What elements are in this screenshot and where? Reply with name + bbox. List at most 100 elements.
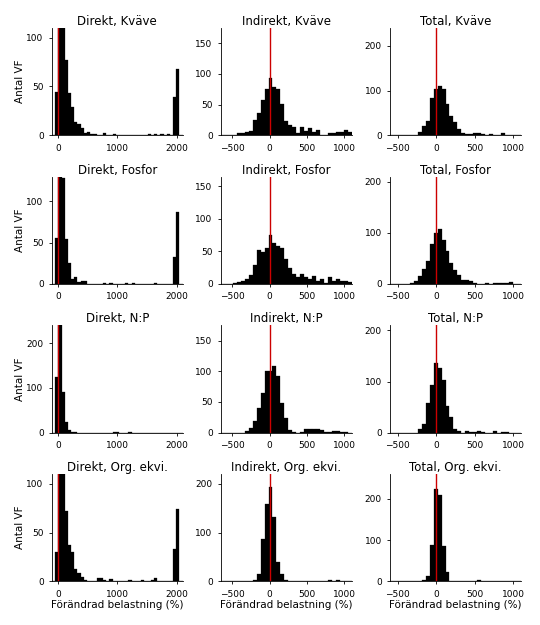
Title: Total, Kväve: Total, Kväve xyxy=(420,15,491,28)
Bar xyxy=(457,129,461,135)
Bar xyxy=(176,69,179,135)
Bar xyxy=(112,134,116,135)
Bar xyxy=(249,131,253,135)
Bar xyxy=(261,393,265,432)
Bar xyxy=(75,569,77,581)
Bar xyxy=(422,580,426,581)
Bar xyxy=(280,248,285,284)
Bar xyxy=(62,458,65,581)
Bar xyxy=(280,104,285,135)
Bar xyxy=(418,429,422,432)
Bar xyxy=(437,368,442,432)
Bar xyxy=(426,404,430,432)
Bar xyxy=(58,381,62,581)
Bar xyxy=(103,133,106,135)
Bar xyxy=(312,131,316,135)
Title: Direkt, Kväve: Direkt, Kväve xyxy=(77,15,157,28)
Bar xyxy=(141,580,144,581)
Bar xyxy=(473,133,477,135)
Bar xyxy=(237,282,241,284)
Bar xyxy=(481,134,485,135)
Bar xyxy=(256,112,261,135)
Bar xyxy=(446,572,449,581)
Title: Indirekt, Fosfor: Indirekt, Fosfor xyxy=(242,164,330,177)
Y-axis label: Antal VF: Antal VF xyxy=(15,209,25,252)
Bar xyxy=(154,134,157,135)
Bar xyxy=(446,406,449,432)
Bar xyxy=(312,276,316,284)
Bar xyxy=(249,428,253,432)
Title: Total, Org. ekvi.: Total, Org. ekvi. xyxy=(409,461,502,474)
Bar xyxy=(442,546,446,581)
Bar xyxy=(454,429,457,432)
Bar xyxy=(469,134,473,135)
Bar xyxy=(336,279,340,284)
Bar xyxy=(461,280,465,284)
Bar xyxy=(256,250,261,284)
Bar xyxy=(437,494,442,581)
Bar xyxy=(316,131,320,135)
Title: Direkt, Fosfor: Direkt, Fosfor xyxy=(78,164,157,177)
Bar xyxy=(233,282,237,284)
Bar xyxy=(84,281,87,284)
Bar xyxy=(80,128,84,135)
Bar xyxy=(324,283,328,284)
Bar xyxy=(256,408,261,432)
Bar xyxy=(316,281,320,284)
Bar xyxy=(268,371,273,432)
Bar xyxy=(336,580,340,581)
Y-axis label: Antal VF: Antal VF xyxy=(15,60,25,103)
Bar xyxy=(276,89,280,135)
Bar xyxy=(280,403,285,432)
Bar xyxy=(336,431,340,432)
Bar xyxy=(505,283,509,284)
Bar xyxy=(103,283,106,284)
Bar xyxy=(288,429,292,432)
Bar xyxy=(465,431,469,432)
Bar xyxy=(300,274,304,284)
Bar xyxy=(489,134,493,135)
Bar xyxy=(332,281,336,284)
Bar xyxy=(151,580,154,581)
Title: Direkt, Org. ekvi.: Direkt, Org. ekvi. xyxy=(67,461,168,474)
Bar xyxy=(422,126,426,135)
Bar xyxy=(312,429,316,432)
Bar xyxy=(477,132,481,135)
Bar xyxy=(285,121,288,135)
Bar xyxy=(454,122,457,135)
Bar xyxy=(84,580,87,581)
Bar xyxy=(348,282,352,284)
Bar xyxy=(426,261,430,284)
Bar xyxy=(237,132,241,135)
Bar xyxy=(75,278,77,284)
Bar xyxy=(437,229,442,284)
X-axis label: Förändrad belastning (%): Förändrad belastning (%) xyxy=(389,600,522,610)
Bar xyxy=(426,576,430,581)
Bar xyxy=(245,279,249,284)
Bar xyxy=(304,277,308,284)
Bar xyxy=(241,133,245,135)
Bar xyxy=(256,574,261,581)
Bar xyxy=(173,549,176,581)
Bar xyxy=(154,283,157,284)
Bar xyxy=(65,60,68,135)
Bar xyxy=(129,580,132,581)
Bar xyxy=(493,431,497,432)
Bar xyxy=(457,431,461,432)
Bar xyxy=(328,278,332,284)
Bar xyxy=(449,116,454,135)
Bar xyxy=(288,268,292,284)
Bar xyxy=(473,283,477,284)
Bar xyxy=(446,251,449,284)
Bar xyxy=(261,539,265,581)
Bar xyxy=(68,93,71,135)
Bar xyxy=(261,100,265,135)
Bar xyxy=(97,578,100,581)
Bar xyxy=(253,580,256,581)
Bar xyxy=(465,134,469,135)
Bar xyxy=(173,257,176,284)
Bar xyxy=(340,132,344,135)
Bar xyxy=(340,281,344,284)
Bar xyxy=(336,131,340,135)
Bar xyxy=(268,487,273,581)
